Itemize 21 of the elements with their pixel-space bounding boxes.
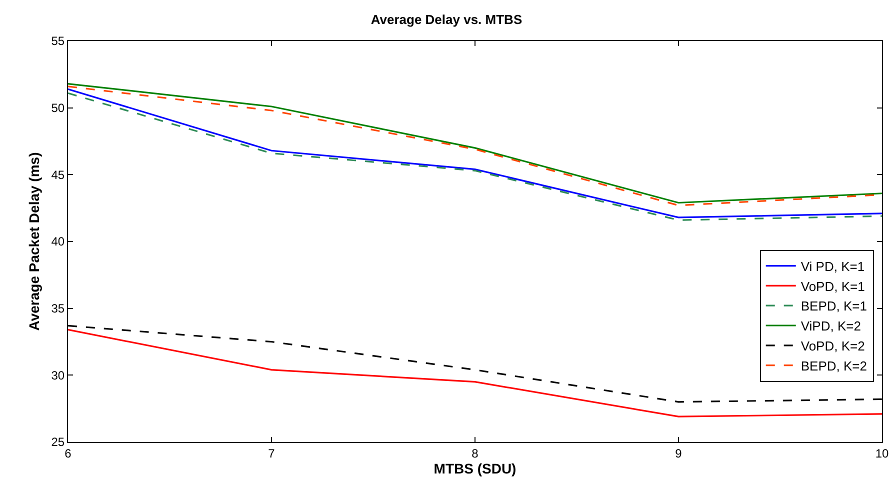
legend-label: VoPD, K=2 — [800, 338, 865, 354]
x-tick-label: 6 — [64, 446, 72, 460]
y-tick-label: 55 — [51, 34, 65, 48]
x-axis-title: MTBS (SDU) — [434, 460, 516, 476]
x-tick-label: 7 — [268, 446, 276, 460]
y-tick-label: 45 — [51, 168, 65, 182]
legend-label: Vi PD, K=1 — [800, 258, 865, 274]
y-axis-title: Average Packet Delay (ms) — [26, 152, 42, 331]
x-tick-label: 9 — [675, 446, 682, 460]
y-tick-label: 40 — [51, 234, 65, 249]
legend-label: BEPD, K=1 — [800, 298, 867, 314]
legend-label: VoPD, K=1 — [800, 278, 865, 294]
y-tick-label: 50 — [51, 101, 65, 116]
legend-label: ViPD, K=2 — [800, 318, 861, 334]
y-tick-label: 35 — [51, 302, 65, 316]
chart-title: Average Delay vs. MTBS — [370, 12, 522, 27]
x-tick-label: 8 — [472, 446, 479, 460]
x-tick-label: 10 — [875, 446, 889, 460]
legend-label: BEPD, K=2 — [800, 358, 867, 374]
y-tick-label: 30 — [51, 368, 65, 382]
y-tick-label: 25 — [51, 435, 65, 450]
